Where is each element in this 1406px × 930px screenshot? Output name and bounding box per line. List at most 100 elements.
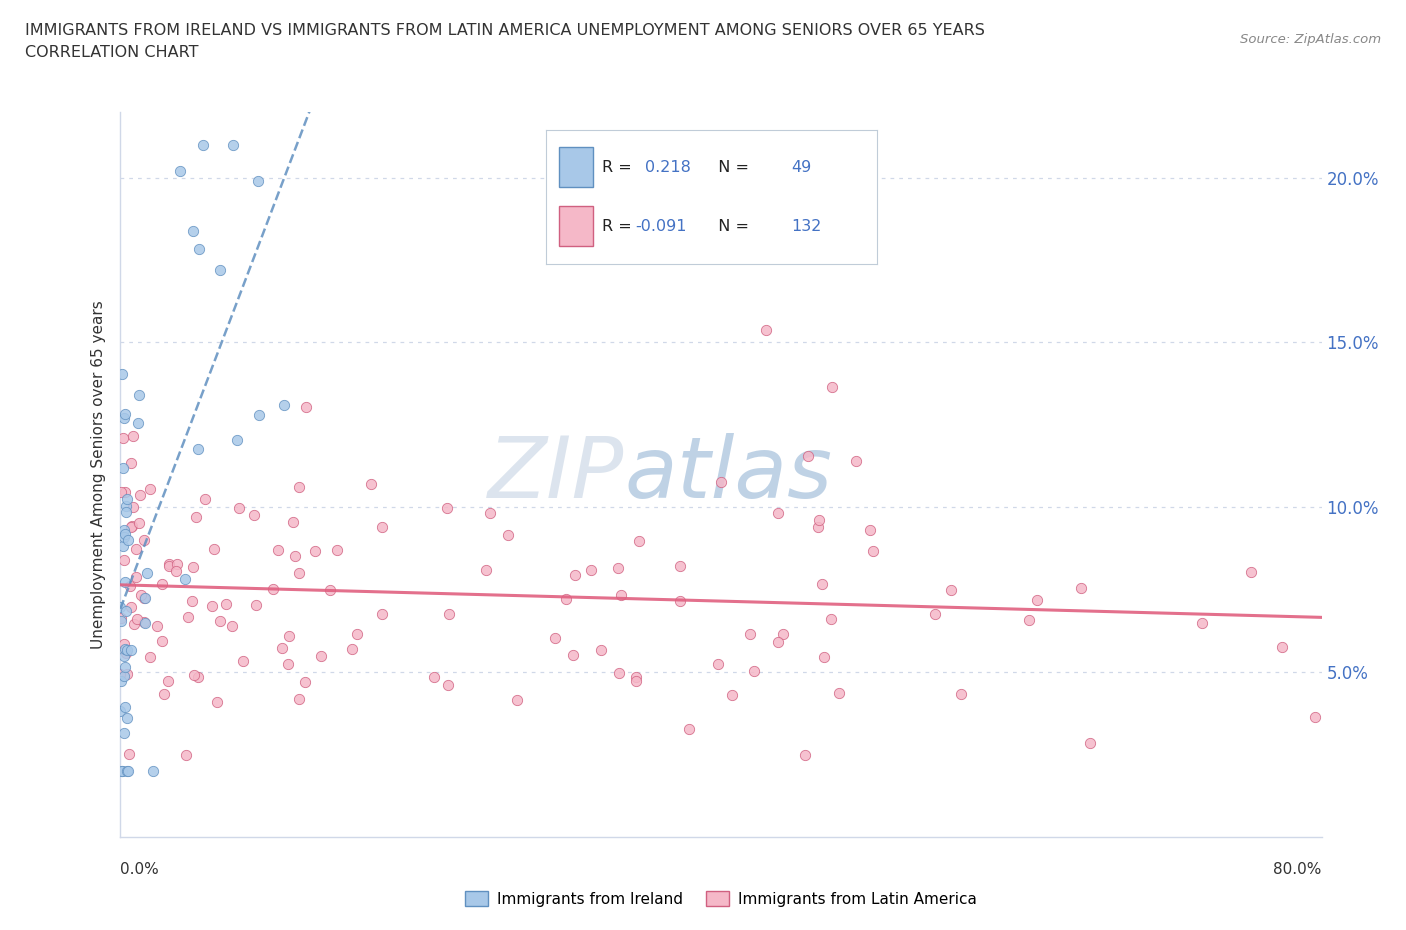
Point — [111, 764, 134, 778]
Point — [118, 747, 141, 762]
Point — [120, 599, 142, 614]
Text: Source: ZipAtlas.com: Source: ZipAtlas.com — [1240, 33, 1381, 46]
Point — [807, 513, 830, 528]
Point — [152, 686, 174, 701]
Text: 0.0%: 0.0% — [120, 862, 159, 877]
Point — [225, 432, 247, 447]
Point — [208, 262, 231, 277]
Point — [768, 506, 790, 521]
Point — [108, 666, 131, 681]
Point — [112, 648, 135, 663]
Point — [111, 538, 134, 553]
Point — [132, 615, 155, 630]
Point — [201, 598, 224, 613]
Point — [202, 541, 225, 556]
Point — [181, 559, 204, 574]
Point — [277, 657, 299, 671]
Point — [262, 581, 284, 596]
Point — [165, 564, 187, 578]
Point — [115, 764, 138, 778]
Point — [371, 606, 394, 621]
Point — [271, 641, 294, 656]
Point — [221, 618, 243, 633]
Point — [821, 380, 844, 395]
Point — [742, 663, 765, 678]
Point — [267, 542, 290, 557]
Point — [924, 606, 946, 621]
Point — [117, 764, 139, 778]
Point — [506, 693, 529, 708]
Point — [114, 527, 136, 542]
Text: IMMIGRANTS FROM IRELAND VS IMMIGRANTS FROM LATIN AMERICA UNEMPLOYMENT AMONG SENI: IMMIGRANTS FROM IRELAND VS IMMIGRANTS FR… — [25, 23, 986, 38]
Point — [110, 614, 132, 629]
Point — [114, 645, 136, 660]
Text: atlas: atlas — [624, 432, 832, 516]
Point — [127, 611, 149, 626]
Text: CORRELATION CHART: CORRELATION CHART — [25, 45, 198, 60]
Point — [304, 544, 326, 559]
Point — [281, 515, 304, 530]
Text: ZIP: ZIP — [488, 432, 624, 516]
Point — [215, 597, 238, 612]
Point — [111, 764, 134, 778]
Point — [1070, 580, 1092, 595]
Point — [859, 523, 882, 538]
Point — [110, 610, 132, 625]
Point — [115, 498, 138, 513]
Point — [112, 637, 135, 652]
Point — [423, 670, 446, 684]
Point — [194, 491, 217, 506]
Point — [294, 675, 316, 690]
Point — [246, 173, 269, 188]
Point — [721, 687, 744, 702]
Point — [555, 591, 578, 606]
Point — [114, 553, 136, 568]
Point — [1270, 639, 1292, 654]
Point — [187, 442, 209, 457]
Point — [129, 587, 152, 602]
Point — [139, 649, 162, 664]
Point — [169, 163, 191, 178]
Point — [174, 571, 197, 586]
Point — [177, 610, 200, 625]
Legend: Immigrants from Ireland, Immigrants from Latin America: Immigrants from Ireland, Immigrants from… — [458, 885, 983, 912]
Point — [288, 565, 311, 580]
Point — [120, 643, 142, 658]
Point — [439, 606, 461, 621]
Point — [371, 519, 394, 534]
Point — [120, 456, 142, 471]
Point — [284, 548, 307, 563]
Point — [939, 583, 962, 598]
Point — [118, 578, 141, 593]
Point — [342, 642, 364, 657]
Point — [157, 673, 180, 688]
Point — [115, 711, 138, 725]
Point — [114, 725, 136, 740]
Point — [121, 518, 143, 533]
Point — [360, 476, 382, 491]
Point — [1191, 616, 1213, 631]
Point — [125, 569, 148, 584]
Point — [1026, 592, 1049, 607]
Point — [114, 603, 136, 618]
Point — [474, 563, 496, 578]
Point — [607, 666, 630, 681]
Point — [166, 557, 188, 572]
Point — [793, 747, 815, 762]
Point — [436, 500, 458, 515]
Point — [128, 487, 150, 502]
Point — [607, 561, 630, 576]
Point — [111, 460, 134, 475]
Point — [707, 657, 730, 671]
Point — [478, 506, 501, 521]
Point — [136, 565, 159, 580]
Point — [232, 654, 254, 669]
Point — [115, 643, 138, 658]
Point — [183, 223, 205, 238]
Point — [209, 614, 232, 629]
Point — [820, 611, 842, 626]
Point — [115, 491, 138, 506]
Point — [114, 574, 136, 589]
Point — [114, 642, 136, 657]
Point — [222, 137, 245, 152]
